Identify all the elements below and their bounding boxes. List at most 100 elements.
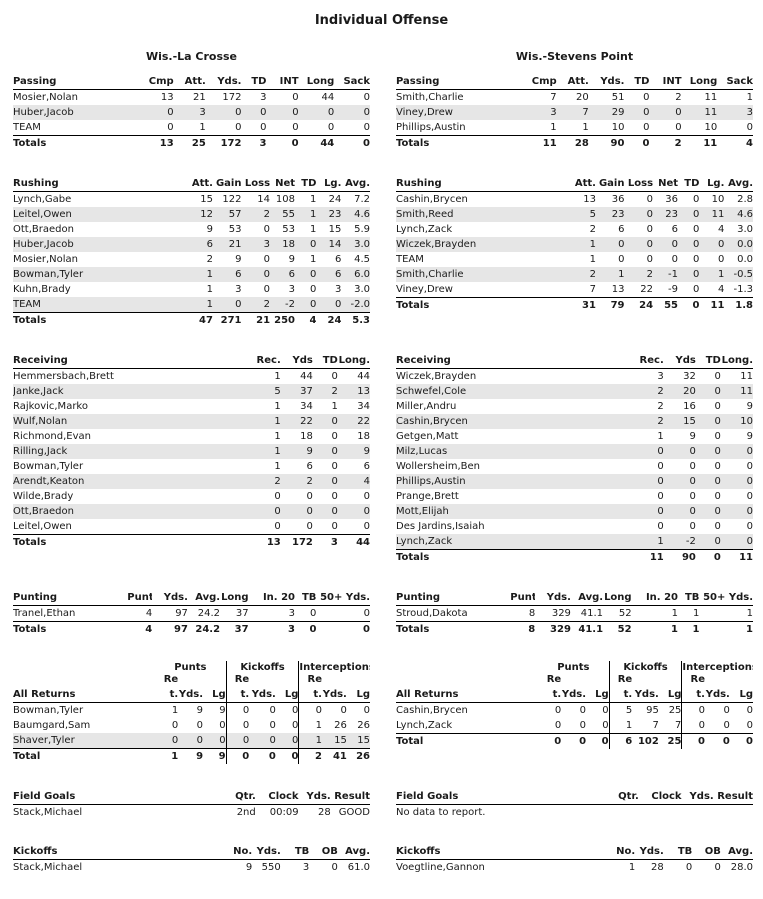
section-label: Punting xyxy=(13,589,128,606)
stat-value: 4.5 xyxy=(354,253,370,265)
player-name: Viney,Drew xyxy=(396,283,453,295)
table-row: Bowman,Tyler 1 9 9 0 0 0 0 0 0 xyxy=(13,702,370,718)
stat-value: 28 xyxy=(317,806,331,818)
team-name-left: Wis.-La Crosse xyxy=(145,50,238,63)
stat-value: GOOD xyxy=(338,806,370,818)
table-row: Des Jardins,Isaiah 0 0 0 0 xyxy=(396,519,753,534)
stat-value: 0 xyxy=(657,460,664,472)
stat-value: 0 xyxy=(714,370,721,382)
stat-value: 0 xyxy=(141,104,174,120)
stat-value: 0 xyxy=(695,473,721,489)
stat-value: 1 xyxy=(699,266,725,282)
no-data-row: No data to report. xyxy=(396,804,753,820)
player-name: TEAM xyxy=(13,296,185,312)
stat-value: 0 xyxy=(714,430,721,442)
stat-value: 13 xyxy=(141,134,174,151)
stat-value: 41.1 xyxy=(580,607,604,619)
stat-value: 4 xyxy=(717,134,753,151)
stat-value: 28 xyxy=(651,862,664,873)
stat-value: 0 xyxy=(693,193,700,205)
totals-row: Total 0 0 0 6 102 25 0 0 0 xyxy=(396,732,753,749)
stat-value: 0 xyxy=(714,460,721,472)
player-name: Bowman,Tyler xyxy=(13,460,84,472)
punting-section-right: Punting Punts Yds. Avg. Long In. 20 TB 5… xyxy=(396,589,753,637)
column-header: OB xyxy=(692,843,721,860)
team-name-right: Wis.-Stevens Point xyxy=(515,50,634,63)
group-header-interceptions: Interceptions xyxy=(681,661,753,674)
stat-value: 1 xyxy=(595,266,625,282)
table-row: Lynch,Gabe 15 122 14 108 1 24 7.2 xyxy=(13,191,370,207)
kickoffs-section-left: Kickoffs No. Yds. TB OB Avg. Stack,Micha… xyxy=(13,843,370,876)
stat-value: 1 xyxy=(245,443,281,459)
stat-value: 7 xyxy=(589,283,596,295)
stat-value: 5 xyxy=(245,383,281,399)
stat-value: 0 xyxy=(306,520,313,532)
player-name: Totals xyxy=(13,134,142,151)
stat-value: 9 xyxy=(196,704,204,716)
stat-value: 9 xyxy=(235,253,242,265)
stat-value: 25 xyxy=(658,732,682,749)
stat-value: 0 xyxy=(331,430,338,442)
column-header: Sack xyxy=(334,73,370,90)
player-name: Rajkovic,Marko xyxy=(13,400,88,412)
ret-header-top: Re xyxy=(608,674,633,686)
all-returns-rows-right: Cashin,Brycen 0 0 0 5 95 25 0 0 0 Lynch,Zack 0 0 0 1 7 7… xyxy=(396,702,753,733)
column-header: Lg xyxy=(203,686,227,703)
player-name: Stack,Michael xyxy=(13,806,83,818)
column-header: Yds. xyxy=(535,589,571,606)
player-name: Huber,Jacob xyxy=(13,236,185,252)
stat-value: 52 xyxy=(618,607,632,619)
stat-value: 0 xyxy=(693,223,700,235)
stat-value: 20 xyxy=(663,383,696,399)
stat-value: 0 xyxy=(249,747,276,764)
stat-value: 0 xyxy=(618,253,625,265)
section-label: Receiving xyxy=(13,352,246,369)
table-row: Leitel,Owen 12 57 2 55 1 23 4.6 xyxy=(13,206,370,222)
table-row: Wollersheim,Ben 0 0 0 0 xyxy=(396,459,753,474)
stat-value: 0 xyxy=(225,702,250,718)
table-row: Arendt,Keaton 2 2 0 4 xyxy=(13,473,370,489)
player-name: Stroud,Dakota xyxy=(396,607,468,619)
stat-value: 37 xyxy=(220,620,249,637)
stat-value: 10 xyxy=(720,413,753,429)
table-row: Huber,Jacob 6 21 3 18 0 14 3.0 xyxy=(13,236,370,252)
table-row: Voegtline,Gannon 1 28 0 0 28.0 xyxy=(396,860,753,876)
stat-value: 9 xyxy=(178,747,204,764)
ret-header-top: Re xyxy=(163,674,179,685)
player-name: Leitel,Owen xyxy=(13,206,185,222)
stat-value: 55 xyxy=(270,206,296,222)
stat-value: 0 xyxy=(624,104,650,120)
stat-value: 2 xyxy=(206,253,213,265)
stat-value: 44 xyxy=(337,533,370,550)
stat-value: 52 xyxy=(603,620,632,637)
stat-value: 1.8 xyxy=(724,296,753,313)
section-label: All Returns xyxy=(13,686,156,703)
stat-value: 0 xyxy=(714,400,721,412)
stat-value: 0 xyxy=(292,704,299,716)
player-name: Milz,Lucas xyxy=(396,443,629,459)
ret-header-top: Re xyxy=(298,674,322,686)
stat-value: 2 xyxy=(280,473,313,489)
stat-value: 0 xyxy=(260,121,267,133)
column-header: Yds. xyxy=(205,73,242,90)
table-row: Schwefel,Cole 2 20 0 11 xyxy=(396,383,753,399)
table-row: Getgen,Matt 1 9 0 9 xyxy=(396,429,753,444)
stat-value: 0 xyxy=(685,862,693,873)
stat-value: 0 xyxy=(714,490,721,502)
column-header: Yds. xyxy=(152,589,188,606)
player-name: Smith,Charlie xyxy=(396,266,568,282)
field-goals-section-right: Field Goals Qtr. Clock Yds. Result No da… xyxy=(396,788,753,820)
stat-value: 6 xyxy=(306,460,313,472)
totals-row: Totals 11 28 90 0 2 11 4 xyxy=(396,134,753,151)
stat-value: 1 xyxy=(567,236,596,252)
player-name: Shaver,Tyler xyxy=(13,732,156,748)
stat-value: 15 xyxy=(322,732,347,748)
stat-value: 250 xyxy=(270,311,296,328)
stat-value: 1 xyxy=(171,704,179,716)
group-header-kickoffs: Kickoffs xyxy=(225,661,299,674)
rushing-section-right: Rushing Att. Gain Loss Net TD Lg. Avg. C… xyxy=(396,175,753,328)
stat-value: 0 xyxy=(681,717,705,733)
player-name: Mosier,Nolan xyxy=(13,91,79,103)
stat-value: 271 xyxy=(212,311,242,328)
stat-value: 9 xyxy=(288,253,296,265)
